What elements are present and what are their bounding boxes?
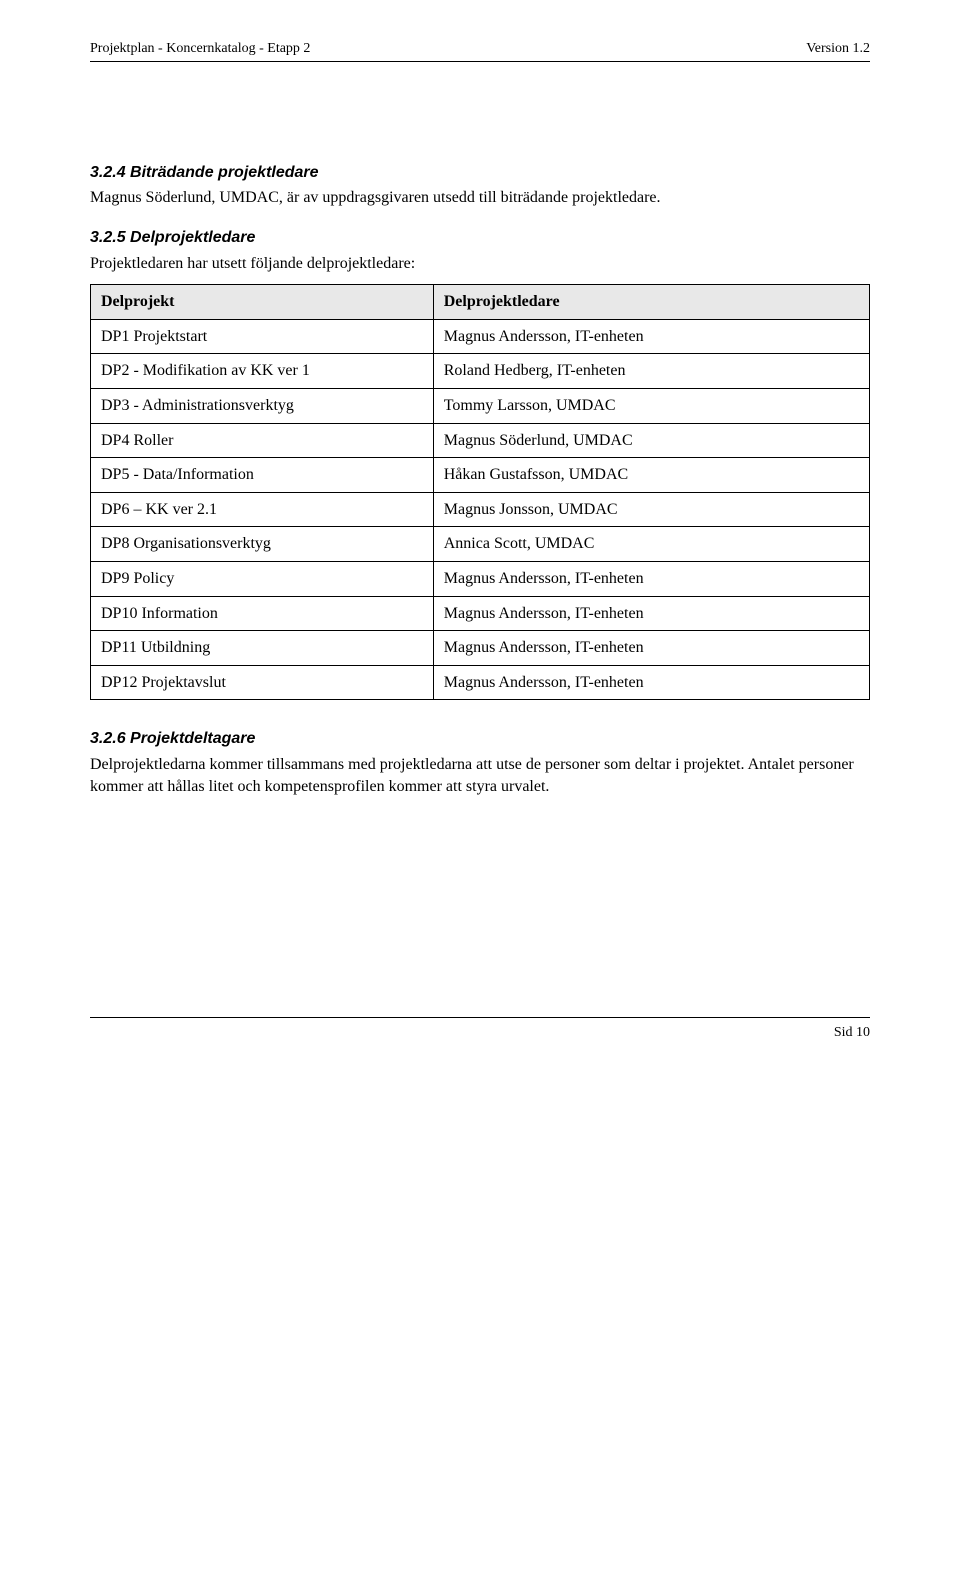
table-cell: DP12 Projektavslut [91, 665, 434, 700]
section-heading-325: 3.2.5 Delprojektledare [90, 227, 870, 249]
table-row: DP2 - Modifikation av KK ver 1Roland Hed… [91, 354, 870, 389]
table-row: DP3 - AdministrationsverktygTommy Larsso… [91, 389, 870, 424]
table-row: DP8 OrganisationsverktygAnnica Scott, UM… [91, 527, 870, 562]
table-cell: Magnus Jonsson, UMDAC [433, 492, 869, 527]
table-row: DP10 InformationMagnus Andersson, IT-enh… [91, 596, 870, 631]
delprojekt-table: Delprojekt Delprojektledare DP1 Projekts… [90, 284, 870, 700]
table-cell: Håkan Gustafsson, UMDAC [433, 458, 869, 493]
table-cell: Magnus Andersson, IT-enheten [433, 319, 869, 354]
table-row: DP4 RollerMagnus Söderlund, UMDAC [91, 423, 870, 458]
section-body-325: Projektledaren har utsett följande delpr… [90, 253, 870, 275]
section-body-324: Magnus Söderlund, UMDAC, är av uppdragsg… [90, 187, 870, 209]
table-row: DP11 UtbildningMagnus Andersson, IT-enhe… [91, 631, 870, 666]
table-cell: Tommy Larsson, UMDAC [433, 389, 869, 424]
table-cell: DP11 Utbildning [91, 631, 434, 666]
table-cell: DP9 Policy [91, 562, 434, 597]
table-cell: DP1 Projektstart [91, 319, 434, 354]
page-header: Projektplan - Koncernkatalog - Etapp 2 V… [90, 40, 870, 59]
table-row: DP1 ProjektstartMagnus Andersson, IT-enh… [91, 319, 870, 354]
table-cell: Annica Scott, UMDAC [433, 527, 869, 562]
footer-rule [90, 1017, 870, 1018]
table-header-row: Delprojekt Delprojektledare [91, 285, 870, 320]
table-cell: DP2 - Modifikation av KK ver 1 [91, 354, 434, 389]
table-row: DP6 – KK ver 2.1Magnus Jonsson, UMDAC [91, 492, 870, 527]
table-cell: Roland Hedberg, IT-enheten [433, 354, 869, 389]
section-body-326: Delprojektledarna kommer tillsammans med… [90, 754, 870, 797]
table-cell: DP3 - Administrationsverktyg [91, 389, 434, 424]
table-cell: Magnus Andersson, IT-enheten [433, 665, 869, 700]
table-cell: DP6 – KK ver 2.1 [91, 492, 434, 527]
table-cell: Magnus Andersson, IT-enheten [433, 596, 869, 631]
table-header-cell: Delprojektledare [433, 285, 869, 320]
header-left: Projektplan - Koncernkatalog - Etapp 2 [90, 40, 310, 59]
table-cell: Magnus Andersson, IT-enheten [433, 562, 869, 597]
table-cell: DP10 Information [91, 596, 434, 631]
section-heading-324: 3.2.4 Biträdande projektledare [90, 162, 870, 184]
footer-page-number: Sid 10 [834, 1024, 870, 1043]
table-cell: Magnus Andersson, IT-enheten [433, 631, 869, 666]
header-rule [90, 61, 870, 62]
table-row: DP9 PolicyMagnus Andersson, IT-enheten [91, 562, 870, 597]
header-right: Version 1.2 [806, 40, 870, 59]
table-cell: DP4 Roller [91, 423, 434, 458]
table-row: DP5 - Data/InformationHåkan Gustafsson, … [91, 458, 870, 493]
table-cell: DP8 Organisationsverktyg [91, 527, 434, 562]
table-cell: DP5 - Data/Information [91, 458, 434, 493]
table-header-cell: Delprojekt [91, 285, 434, 320]
section-heading-326: 3.2.6 Projektdeltagare [90, 728, 870, 750]
table-cell: Magnus Söderlund, UMDAC [433, 423, 869, 458]
page-footer: Sid 10 [90, 1024, 870, 1043]
table-row: DP12 ProjektavslutMagnus Andersson, IT-e… [91, 665, 870, 700]
